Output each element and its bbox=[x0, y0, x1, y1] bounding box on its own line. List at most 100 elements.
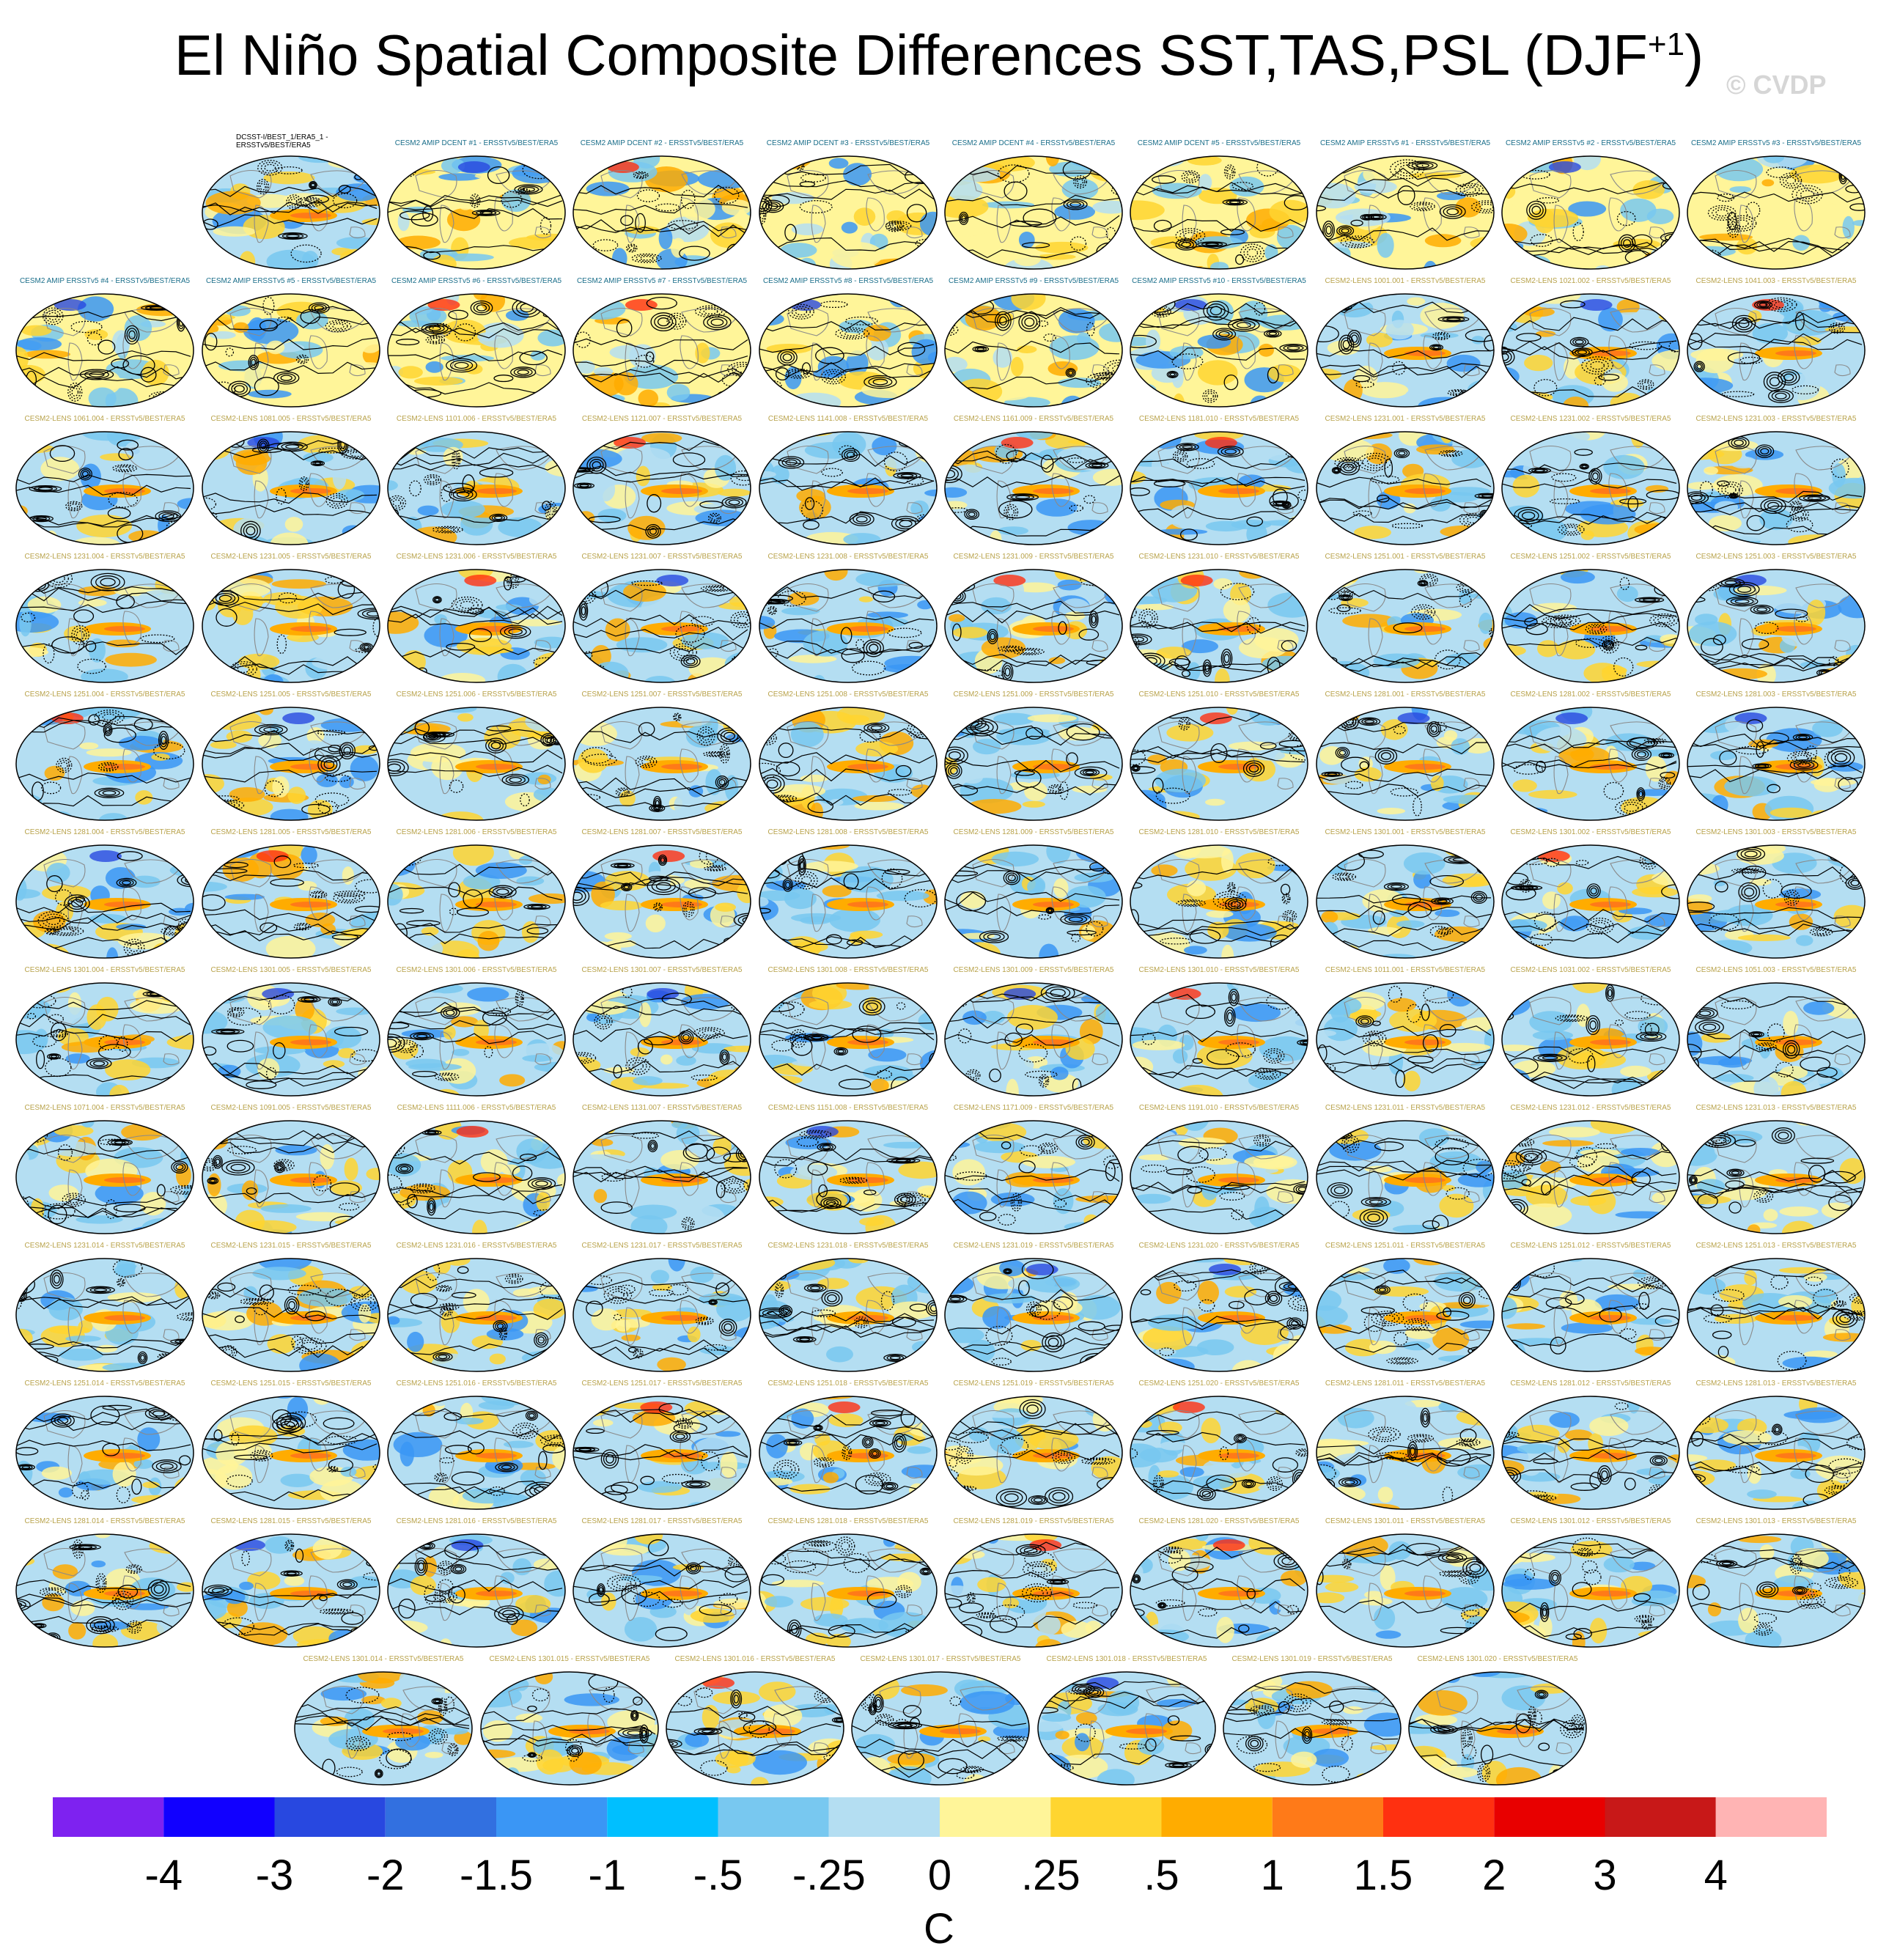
globe-map bbox=[944, 569, 1123, 683]
panel-title: CESM2-LENS 1231.009 - ERSSTv5/BEST/ERA5 bbox=[953, 553, 1114, 561]
panel-title: CESM2 AMIP DCENT #2 - ERSSTv5/BEST/ERA5 bbox=[580, 139, 744, 147]
sst-anomaly-field bbox=[1130, 845, 1308, 958]
sst-anomaly-field bbox=[573, 294, 751, 407]
sst-anomaly-field bbox=[1687, 432, 1865, 545]
globe-map bbox=[387, 293, 566, 408]
panel-title: CESM2-LENS 1281.010 - ERSSTv5/BEST/ERA5 bbox=[1138, 828, 1300, 836]
panel-title: CESM2 AMIP ERSSTv5 #8 - ERSSTv5/BEST/ERA… bbox=[762, 277, 934, 285]
sst-anomaly-field bbox=[1687, 294, 1865, 407]
panel-title: CESM2-LENS 1301.016 - ERSSTv5/BEST/ERA5 bbox=[674, 1655, 836, 1663]
globe-map bbox=[202, 1533, 380, 1648]
panel-title: CESM2-LENS 1131.007 - ERSSTv5/BEST/ERA5 bbox=[581, 1104, 743, 1112]
sst-anomaly-field bbox=[759, 1121, 937, 1234]
panel-title: CESM2-LENS 1281.003 - ERSSTv5/BEST/ERA5 bbox=[1695, 690, 1857, 699]
globe-map bbox=[944, 293, 1123, 408]
globe-map bbox=[572, 431, 751, 545]
sst-anomaly-field bbox=[1317, 294, 1494, 407]
globe-map bbox=[572, 844, 751, 959]
sst-anomaly-field bbox=[573, 707, 751, 820]
sst-anomaly-field bbox=[573, 983, 751, 1096]
sst-anomaly-field bbox=[1317, 432, 1494, 545]
panel-title: DCSST-I/BEST_1/ERA5_1 - ERSSTv5/BEST/ERA… bbox=[236, 133, 328, 150]
sst-anomaly-field bbox=[573, 570, 751, 682]
globe-map bbox=[202, 1120, 380, 1234]
panel-title: CESM2-LENS 1231.017 - ERSSTv5/BEST/ERA5 bbox=[581, 1242, 743, 1250]
sst-anomaly-field bbox=[1502, 1396, 1679, 1509]
globe-map bbox=[202, 707, 380, 821]
globe-map bbox=[1316, 155, 1495, 270]
globe-map bbox=[759, 1120, 938, 1234]
sst-anomaly-field bbox=[16, 845, 194, 958]
panel-title: CESM2-LENS 1191.010 - ERSSTv5/BEST/ERA5 bbox=[1138, 1104, 1300, 1112]
globe-map bbox=[1316, 1258, 1495, 1372]
panel-title: CESM2-LENS 1251.003 - ERSSTv5/BEST/ERA5 bbox=[1695, 553, 1857, 561]
globe-map bbox=[759, 431, 938, 545]
globe-map bbox=[1130, 293, 1308, 408]
globe-map bbox=[572, 1533, 751, 1648]
sst-anomaly-field bbox=[1317, 707, 1494, 820]
panel-title: CESM2-LENS 1081.005 - ERSSTv5/BEST/ERA5 bbox=[210, 415, 372, 423]
sst-anomaly-field bbox=[573, 845, 751, 958]
globe-map bbox=[1501, 844, 1680, 959]
sst-anomaly-field bbox=[202, 983, 380, 1096]
sst-anomaly-field bbox=[202, 1259, 380, 1371]
panel-title: CESM2-LENS 1281.001 - ERSSTv5/BEST/ERA5 bbox=[1325, 690, 1486, 699]
panel-title: CESM2 AMIP DCENT #5 - ERSSTv5/BEST/ERA5 bbox=[1137, 139, 1301, 147]
globe-map bbox=[944, 431, 1123, 545]
panel-title: CESM2-LENS 1011.001 - ERSSTv5/BEST/ERA5 bbox=[1325, 966, 1486, 974]
colorbar-tick-label: 4 bbox=[1704, 1852, 1728, 1899]
colorbar-tick-label: 0 bbox=[927, 1852, 952, 1899]
panel-title: CESM2-LENS 1281.014 - ERSSTv5/BEST/ERA5 bbox=[24, 1517, 185, 1525]
panel-title: CESM2 AMIP ERSSTv5 #4 - ERSSTv5/BEST/ERA… bbox=[19, 277, 191, 285]
globe-map bbox=[572, 569, 751, 683]
panel-title: CESM2-LENS 1251.007 - ERSSTv5/BEST/ERA5 bbox=[581, 690, 743, 699]
sst-anomaly-field bbox=[388, 1396, 565, 1509]
colorbar-box bbox=[274, 1797, 386, 1837]
globe-map bbox=[1687, 1258, 1866, 1372]
colorbar-box bbox=[1605, 1797, 1716, 1837]
globe-map bbox=[1501, 569, 1680, 683]
sst-anomaly-field bbox=[16, 1121, 194, 1234]
panel-title: CESM2-LENS 1121.007 - ERSSTv5/BEST/ERA5 bbox=[581, 415, 743, 423]
sst-anomaly-field bbox=[202, 570, 380, 682]
panel-title: CESM2-LENS 1181.010 - ERSSTv5/BEST/ERA5 bbox=[1138, 415, 1300, 423]
colorbar-box bbox=[1272, 1797, 1383, 1837]
globe-map bbox=[944, 844, 1123, 959]
panel-title: CESM2-LENS 1231.010 - ERSSTv5/BEST/ERA5 bbox=[1138, 553, 1300, 561]
panel-title: CESM2 AMIP ERSSTv5 #1 - ERSSTv5/BEST/ERA… bbox=[1319, 139, 1491, 147]
globe-map bbox=[1130, 1533, 1308, 1648]
sst-anomaly-field bbox=[202, 1396, 380, 1509]
globe-map bbox=[1316, 707, 1495, 821]
sst-anomaly-field bbox=[202, 156, 380, 269]
panel-title: CESM2-LENS 1251.005 - ERSSTv5/BEST/ERA5 bbox=[210, 690, 372, 699]
sst-anomaly-field bbox=[759, 707, 937, 820]
panel-title: CESM2-LENS 1281.016 - ERSSTv5/BEST/ERA5 bbox=[396, 1517, 557, 1525]
title-text: El Niño Spatial Composite Differences SS… bbox=[174, 23, 1648, 87]
sst-anomaly-field bbox=[945, 294, 1122, 407]
sst-anomaly-field bbox=[202, 1534, 380, 1647]
panel-title: CESM2-LENS 1281.018 - ERSSTv5/BEST/ERA5 bbox=[767, 1517, 929, 1525]
panel-title: CESM2-LENS 1301.018 - ERSSTv5/BEST/ERA5 bbox=[1046, 1655, 1207, 1663]
sst-anomaly-field bbox=[16, 294, 194, 407]
sst-anomaly-field bbox=[16, 570, 194, 682]
panel-title: CESM2-LENS 1231.008 - ERSSTv5/BEST/ERA5 bbox=[767, 553, 929, 561]
sst-anomaly-field bbox=[945, 432, 1122, 545]
sst-anomaly-field bbox=[1130, 707, 1308, 820]
sst-anomaly-field bbox=[388, 707, 565, 820]
panel-title: CESM2-LENS 1111.006 - ERSSTv5/BEST/ERA5 bbox=[397, 1104, 556, 1112]
globe-map bbox=[1501, 1396, 1680, 1510]
sst-anomaly-field bbox=[1317, 1396, 1494, 1509]
globe-map bbox=[387, 431, 566, 545]
panel-title: CESM2 AMIP ERSSTv5 #2 - ERSSTv5/BEST/ERA… bbox=[1505, 139, 1676, 147]
sst-anomaly-field bbox=[759, 570, 937, 682]
colorbar-box bbox=[1161, 1797, 1273, 1837]
colorbar-tick-label: 3 bbox=[1593, 1852, 1617, 1899]
globe-map bbox=[572, 293, 751, 408]
globe-map bbox=[1316, 293, 1495, 408]
colorbar-tick-label: .5 bbox=[1144, 1852, 1179, 1899]
globe-map bbox=[759, 844, 938, 959]
sst-anomaly-field bbox=[1317, 983, 1494, 1096]
colorbar-box bbox=[1050, 1797, 1162, 1837]
globe-map bbox=[202, 431, 380, 545]
globe-map bbox=[15, 844, 194, 959]
